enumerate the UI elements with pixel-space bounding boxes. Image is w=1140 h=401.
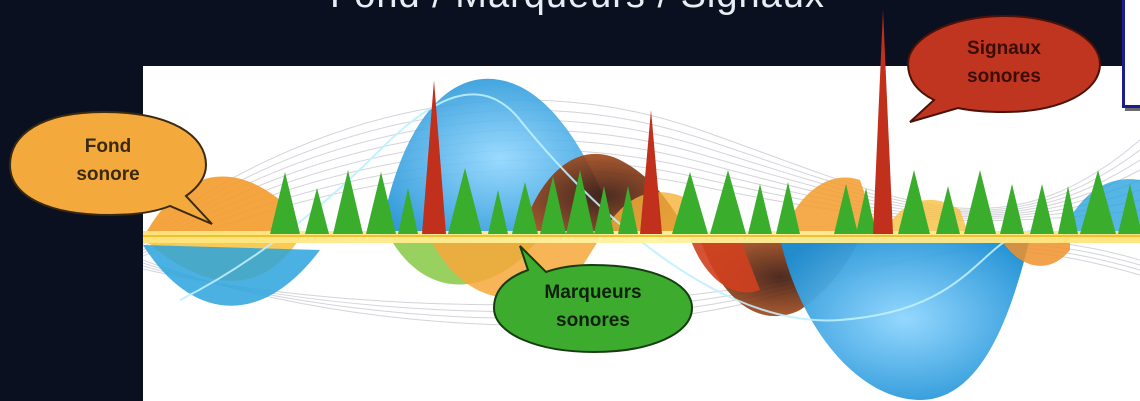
slide-title: Fond / Marqueurs / Signaux — [330, 0, 970, 17]
signal-spikes — [422, 10, 893, 234]
callout-background: Fond sonore — [8, 110, 213, 225]
colored-waves — [143, 78, 1140, 400]
wave-highlight — [179, 93, 1041, 322]
callout-markers-line1: Marqueurs — [544, 282, 641, 303]
callout-signals-line2: sonores — [967, 66, 1041, 87]
callout-markers-line2: sonores — [556, 310, 630, 331]
callout-signals-line1: Signaux — [967, 38, 1041, 59]
corner-box — [1122, 0, 1140, 108]
callout-background-line2: sonore — [76, 164, 139, 185]
marker-triangles — [270, 168, 1140, 234]
callout-signals: Signaux sonores — [906, 14, 1102, 123]
callout-background-line1: Fond — [85, 136, 131, 157]
callout-markers: Marqueurs sonores — [492, 245, 694, 354]
